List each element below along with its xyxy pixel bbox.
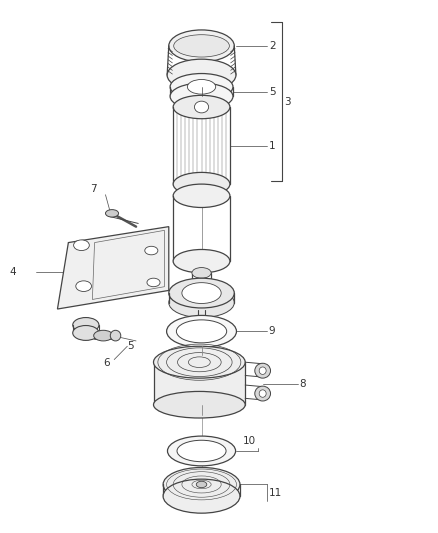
Ellipse shape: [259, 390, 266, 397]
Ellipse shape: [153, 391, 245, 418]
Ellipse shape: [255, 364, 271, 378]
Text: 7: 7: [90, 184, 97, 195]
Ellipse shape: [255, 386, 271, 401]
Ellipse shape: [169, 278, 234, 308]
Ellipse shape: [110, 330, 121, 341]
Ellipse shape: [106, 209, 119, 217]
Ellipse shape: [147, 278, 160, 287]
Ellipse shape: [94, 330, 113, 341]
Ellipse shape: [73, 318, 99, 333]
Ellipse shape: [173, 172, 230, 196]
Ellipse shape: [173, 184, 230, 207]
Ellipse shape: [169, 288, 234, 318]
Ellipse shape: [153, 346, 245, 378]
Text: 11: 11: [269, 488, 282, 498]
Ellipse shape: [166, 316, 237, 348]
Ellipse shape: [177, 440, 226, 462]
Ellipse shape: [182, 282, 221, 303]
Ellipse shape: [177, 320, 227, 343]
Ellipse shape: [192, 185, 211, 195]
Ellipse shape: [73, 326, 99, 341]
Text: 4: 4: [10, 267, 16, 277]
Ellipse shape: [194, 101, 208, 113]
Text: 3: 3: [285, 96, 291, 107]
Text: 6: 6: [103, 358, 110, 368]
Ellipse shape: [196, 481, 207, 488]
Ellipse shape: [259, 367, 266, 374]
Ellipse shape: [163, 479, 240, 513]
Text: 2: 2: [269, 41, 276, 51]
FancyBboxPatch shape: [153, 362, 245, 405]
Ellipse shape: [192, 268, 211, 278]
Ellipse shape: [173, 95, 230, 119]
Ellipse shape: [170, 83, 233, 110]
Text: 5: 5: [269, 86, 276, 96]
Polygon shape: [57, 227, 169, 309]
Ellipse shape: [187, 79, 215, 94]
Ellipse shape: [170, 74, 233, 100]
Ellipse shape: [74, 240, 89, 251]
Ellipse shape: [167, 59, 236, 91]
Ellipse shape: [163, 467, 240, 502]
Text: 8: 8: [299, 379, 306, 389]
Text: 5: 5: [127, 341, 134, 351]
Text: 1: 1: [269, 141, 276, 150]
Text: 10: 10: [243, 437, 256, 447]
Ellipse shape: [174, 35, 230, 57]
Ellipse shape: [169, 30, 234, 62]
Text: 9: 9: [269, 326, 276, 336]
Ellipse shape: [167, 436, 236, 466]
Ellipse shape: [173, 249, 230, 273]
Ellipse shape: [145, 246, 158, 255]
Ellipse shape: [76, 281, 92, 292]
